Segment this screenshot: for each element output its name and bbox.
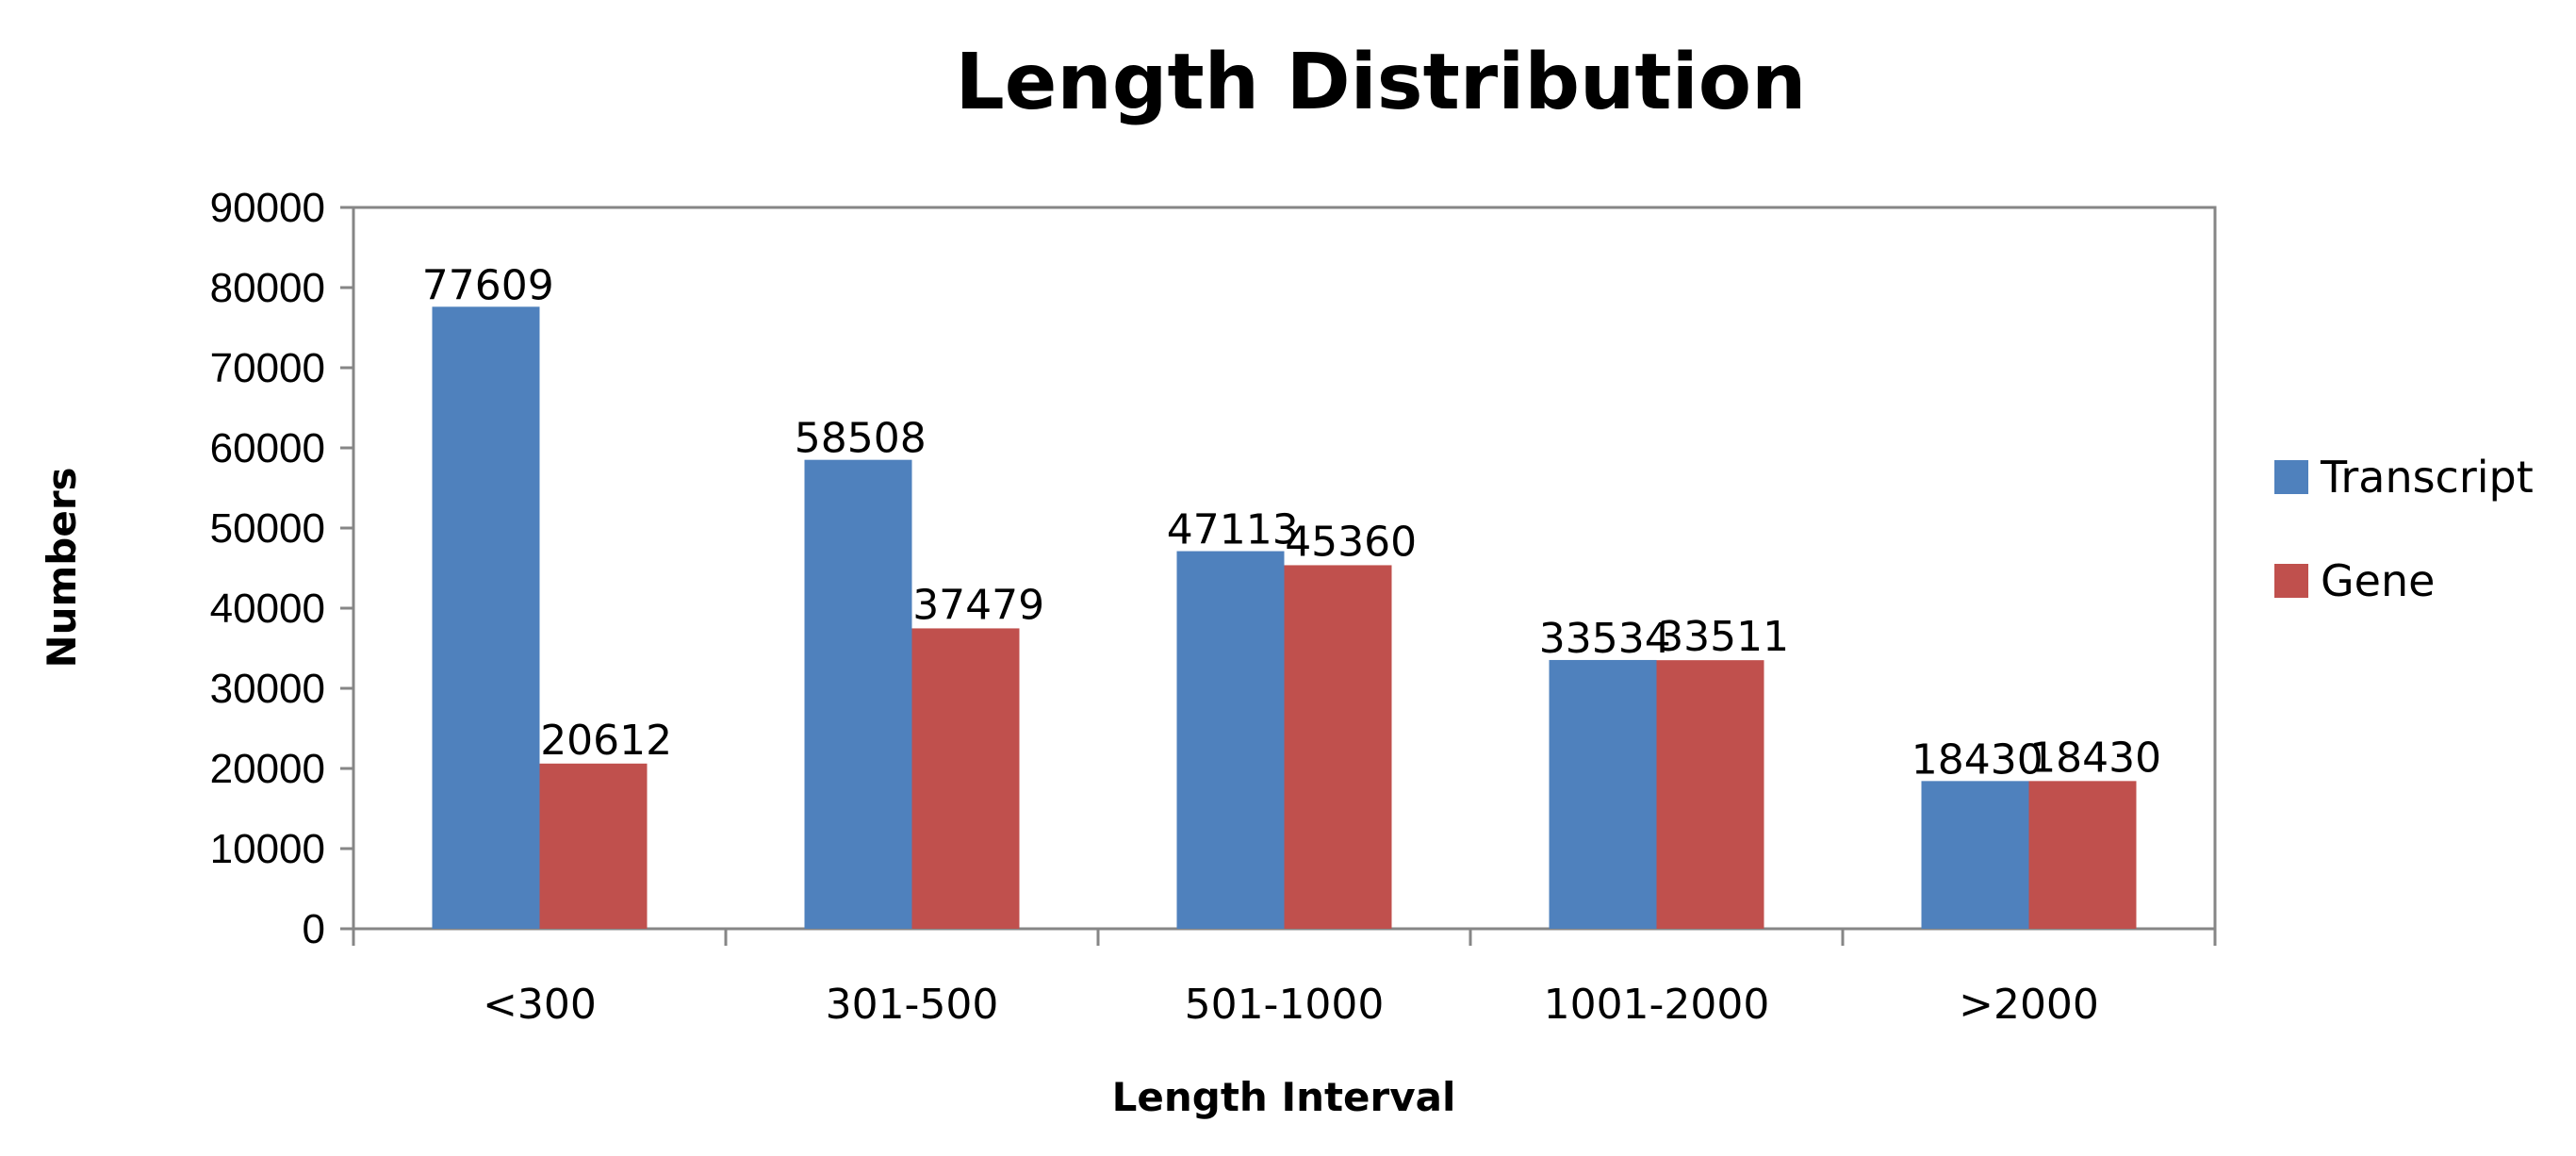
y-tick-label: 40000 (210, 586, 325, 632)
y-tick-label: 50000 (210, 505, 325, 552)
data-label-gene: 37479 (912, 581, 1044, 629)
bar-gene (539, 763, 648, 929)
data-label-gene: 45360 (1285, 518, 1417, 566)
legend-label-transcript: Transcript (2320, 452, 2534, 503)
y-tick-label: 90000 (210, 185, 325, 231)
x-axis-title: Length Interval (1112, 1074, 1456, 1120)
bar-transcript (432, 306, 540, 929)
legend: Transcript Gene (2274, 452, 2534, 606)
data-label-gene: 33511 (1657, 613, 1789, 661)
bar-gene (1656, 660, 1764, 929)
bars (432, 306, 2137, 929)
x-tick-label: 501-1000 (1185, 981, 1385, 1029)
data-label-gene: 18430 (2029, 734, 2161, 782)
x-tick-label: >2000 (1959, 981, 2099, 1029)
y-tick-label: 10000 (210, 826, 325, 872)
data-label-transcript: 47113 (1167, 506, 1299, 554)
y-tick-label: 0 (303, 906, 325, 952)
data-label-transcript: 18430 (1911, 735, 2043, 784)
category-labels: <300 301-500 501-1000 1001-2000 >2000 (483, 981, 2099, 1029)
bar-transcript (1176, 551, 1285, 929)
data-label-transcript: 33534 (1539, 615, 1671, 663)
chart-title: Length Distribution (956, 38, 1807, 127)
bar-transcript (1921, 781, 2029, 929)
legend-swatch-transcript (2274, 460, 2308, 494)
y-tick-label: 80000 (210, 265, 325, 311)
data-label-transcript: 77609 (422, 261, 554, 309)
y-axis-title: Numbers (39, 467, 85, 668)
y-tick-label: 20000 (210, 746, 325, 792)
x-tick-label: <300 (483, 981, 597, 1029)
bar-gene (911, 628, 1020, 929)
legend-label-gene: Gene (2321, 555, 2435, 606)
y-axis-ticks: 0 10000 20000 30000 40000 50000 60000 70000 8000… (210, 185, 353, 952)
x-axis (352, 927, 2217, 946)
y-tick-label: 60000 (210, 425, 325, 471)
bar-transcript (804, 459, 912, 929)
bar-gene (1284, 565, 1392, 929)
x-tick-label: 1001-2000 (1544, 981, 1770, 1029)
y-tick-label: 30000 (210, 666, 325, 712)
data-label-gene: 20612 (540, 717, 672, 765)
bar-transcript (1549, 659, 1657, 929)
data-label-transcript: 58508 (795, 415, 927, 463)
legend-swatch-gene (2274, 564, 2308, 598)
x-tick-label: 301-500 (826, 981, 999, 1029)
y-tick-label: 70000 (210, 345, 325, 391)
bar-gene (2028, 781, 2137, 929)
